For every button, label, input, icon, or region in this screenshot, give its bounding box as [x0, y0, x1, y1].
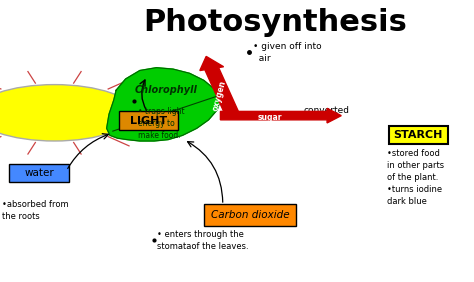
Text: • enters through the
stomataof the leaves.: • enters through the stomataof the leave… [157, 230, 249, 251]
Text: converted: converted [303, 106, 349, 115]
Text: STARCH: STARCH [393, 130, 443, 140]
FancyArrow shape [220, 108, 341, 123]
Text: oxygen: oxygen [211, 80, 228, 112]
Text: Photosynthesis: Photosynthesis [143, 8, 407, 38]
Text: sugar: sugar [258, 113, 283, 122]
Text: Chlorophyll: Chlorophyll [135, 85, 198, 95]
Polygon shape [107, 68, 220, 141]
Text: •stored food
in other parts
of the plant.
•turns iodine
dark blue: •stored food in other parts of the plant… [387, 149, 445, 206]
Text: water: water [24, 168, 54, 178]
FancyBboxPatch shape [118, 111, 178, 130]
Ellipse shape [0, 85, 134, 141]
FancyBboxPatch shape [9, 164, 69, 182]
FancyBboxPatch shape [204, 204, 296, 226]
Text: • traps light
energy to
make food.: • traps light energy to make food. [138, 107, 185, 140]
FancyBboxPatch shape [389, 126, 448, 144]
Text: •absorbed from
the roots: •absorbed from the roots [2, 200, 69, 221]
FancyArrow shape [200, 56, 239, 115]
Text: • given off into
  air: • given off into air [253, 42, 321, 63]
Text: Carbon dioxide: Carbon dioxide [211, 210, 289, 220]
Text: LIGHT: LIGHT [129, 116, 167, 125]
